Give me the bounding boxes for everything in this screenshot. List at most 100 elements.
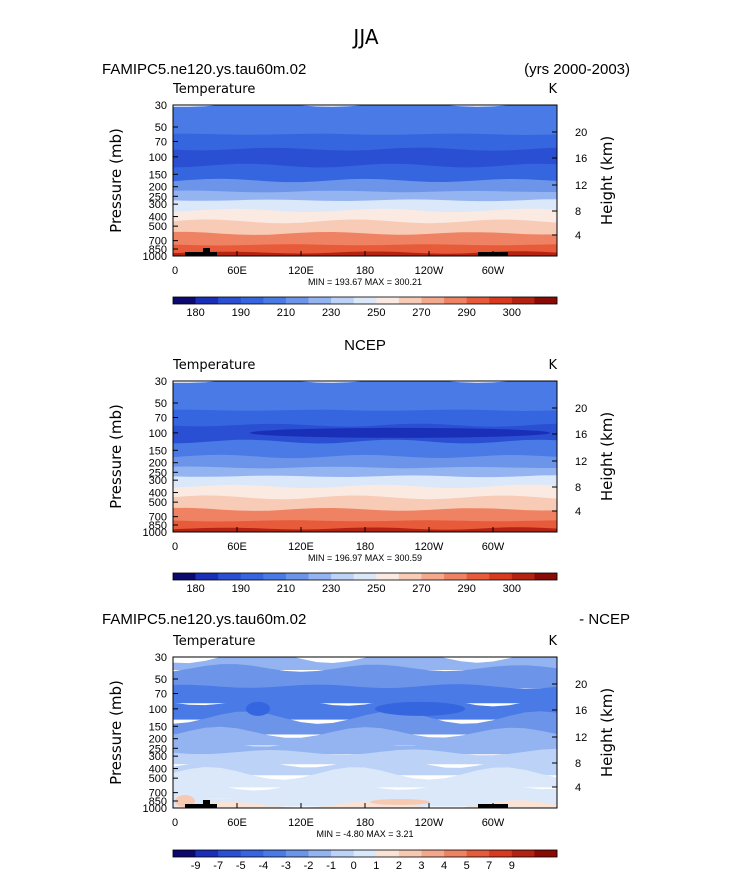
y-tick-label: 200	[149, 734, 167, 746]
colorbar-label: 7	[486, 860, 492, 872]
cold-core	[375, 701, 465, 716]
y-tick-label: 100	[149, 704, 167, 716]
colorbar-swatch	[376, 573, 400, 580]
colorbar-swatch	[218, 573, 242, 580]
colorbar-swatch	[331, 297, 355, 304]
contour-band	[173, 484, 557, 500]
colorbar-swatch	[308, 850, 332, 857]
y-tick-label: 850	[149, 520, 167, 532]
panel-title: NCEP	[344, 337, 386, 354]
minmax-text: MIN = 193.67 MAX = 300.21	[308, 277, 422, 287]
y-tick-label: 70	[155, 136, 167, 148]
y-tick-label: 70	[155, 412, 167, 424]
colorbar-swatch	[195, 297, 219, 304]
colorbar-frame	[172, 849, 558, 858]
y-tick-label: 200	[149, 182, 167, 194]
x-tick-label: 120W	[415, 817, 444, 829]
y-tick-label-right: 8	[575, 482, 581, 494]
colorbar-label: 4	[441, 860, 447, 872]
colorbar-swatch	[218, 850, 242, 857]
colorbar: -9 -7 -5 -4 -3 -2 -1 0 1 2 3 4 5 7 9	[172, 849, 558, 872]
minmax-text: MIN = 196.97 MAX = 300.59	[308, 553, 422, 563]
season-title: JJA	[351, 25, 378, 49]
contour-band	[173, 520, 557, 531]
units-label: K	[548, 358, 557, 373]
colorbar-label: 190	[232, 583, 250, 595]
x-tick-label: 60E	[227, 817, 247, 829]
contour-band	[173, 664, 557, 689]
colorbar-swatch	[511, 850, 535, 857]
colorbar-label: -3	[281, 860, 291, 872]
contour-band	[173, 178, 557, 194]
x-tick-label: 0	[172, 265, 178, 277]
y-tick-label: 250	[149, 191, 167, 203]
contour-band	[173, 105, 557, 118]
y-tick-label: 200	[149, 458, 167, 470]
x-tick-label: 0	[172, 817, 178, 829]
colorbar-swatch	[353, 850, 377, 857]
y-tick-label: 150	[149, 721, 167, 733]
colorbar-swatch	[511, 297, 535, 304]
warm-patch	[370, 799, 430, 805]
y-tick-label: 400	[149, 212, 167, 224]
y-tick-label-right: 4	[575, 782, 581, 794]
y-tick-label: 250	[149, 467, 167, 479]
y-tick-label: 70	[155, 688, 167, 700]
colorbar-label: 250	[367, 307, 385, 319]
contour-band	[173, 244, 557, 255]
y-tick-label: 300	[149, 751, 167, 763]
y-tick-label-right: 4	[575, 506, 581, 518]
colorbar-swatch	[173, 297, 196, 304]
colorbar-label: 9	[509, 860, 515, 872]
contour-band	[173, 219, 557, 236]
cold-core	[246, 701, 270, 716]
colorbar-swatch	[308, 573, 332, 580]
y-tick-label: 1000	[143, 803, 167, 815]
y-tick-label: 850	[149, 796, 167, 808]
panel-title: FAMIPC5.ne120.ys.tau60m.02	[102, 61, 306, 78]
y-tick-label: 400	[149, 764, 167, 776]
y-tick-label: 150	[149, 445, 167, 457]
y-tick-label-right: 12	[575, 180, 587, 192]
contour-band	[173, 390, 557, 413]
colorbar-swatch	[444, 573, 467, 580]
y-tick-label: 50	[155, 674, 167, 686]
x-tick-label: 120W	[415, 265, 444, 277]
variable-label: Temperature	[172, 82, 255, 97]
y-tick-label: 700	[149, 788, 167, 800]
y-tick-label-right: 12	[575, 732, 587, 744]
colorbar-swatch	[353, 297, 377, 304]
colorbar-swatch	[489, 573, 513, 580]
colorbar-label: 1	[373, 860, 379, 872]
colorbar-swatch	[489, 297, 513, 304]
contour-band	[173, 208, 557, 224]
contour-band	[173, 454, 557, 470]
x-tick-label: 60W	[482, 817, 505, 829]
contour-band	[173, 696, 557, 720]
y-tick-label: 150	[149, 169, 167, 181]
colorbar-label: 210	[277, 307, 295, 319]
y-tick-label-right: 20	[575, 679, 587, 691]
colorbar-label: 2	[396, 860, 402, 872]
panels: FAMIPC5.ne120.ys.tau60m.02 (yrs 2000-2003…	[102, 61, 630, 872]
y-tick-label: 1000	[143, 251, 167, 263]
x-tick-label: 180	[356, 817, 374, 829]
colorbar-label: 230	[322, 307, 340, 319]
cold-core	[250, 427, 550, 438]
contour-band	[173, 495, 557, 512]
x-tick-label: 120W	[415, 541, 444, 553]
chart-panel-1: FAMIPC5.ne120.ys.tau60m.02 (yrs 2000-2003…	[102, 61, 630, 319]
x-tick-label: 180	[356, 541, 374, 553]
contour-band	[173, 466, 557, 479]
variable-label: Temperature	[172, 634, 255, 649]
topography	[203, 800, 210, 804]
colorbar-swatch	[331, 573, 355, 580]
colorbar-swatch	[398, 573, 422, 580]
y-tick-label: 300	[149, 199, 167, 211]
x-tick-label: 60E	[227, 541, 247, 553]
contour-band	[173, 507, 557, 523]
y-axis-title: Pressure (mb)	[107, 680, 125, 785]
colorbar-swatch	[285, 297, 309, 304]
contour-band	[173, 439, 557, 459]
colorbar-swatch	[466, 573, 490, 580]
